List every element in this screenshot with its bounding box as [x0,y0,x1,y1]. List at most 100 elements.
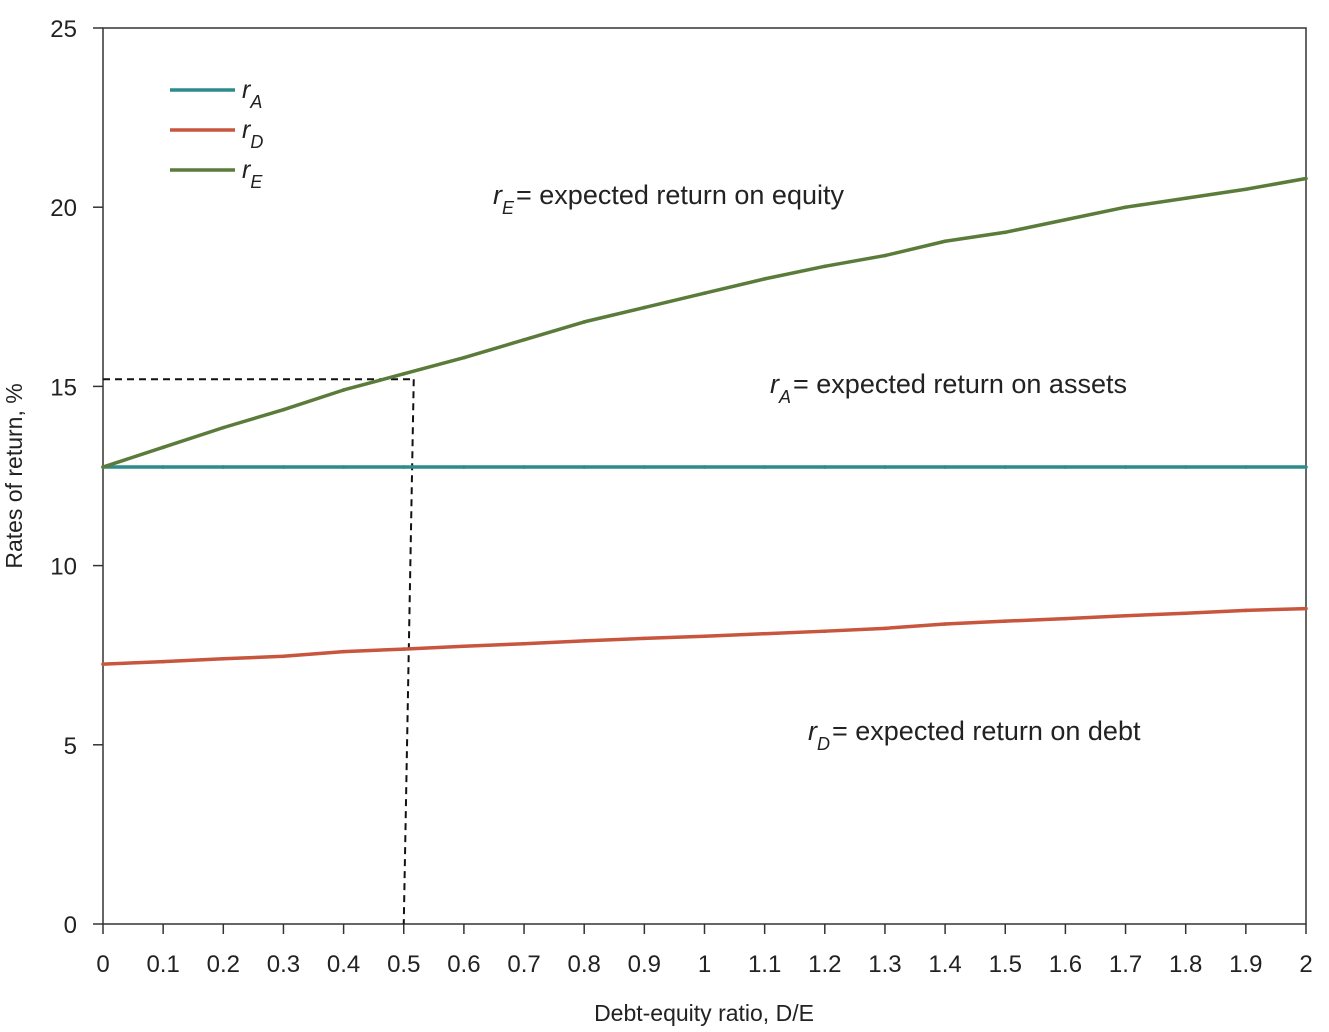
data-point-rD [1183,611,1188,616]
series-layer [101,176,1308,666]
legend-label-rA: rA [242,76,262,112]
data-point-rA [221,465,226,469]
data-point-rD [161,659,165,664]
data-point-rE [221,425,226,430]
x-tick-label: 1 [698,951,711,978]
reference-lines [103,378,415,925]
x-tick-label: 1.8 [1169,951,1202,978]
data-point-rA [281,465,286,469]
data-point-rD [522,641,526,646]
data-point-rA [1244,465,1248,469]
data-point-rE [401,372,406,376]
data-point-rD [823,629,827,633]
x-tick-label: 1.3 [868,951,901,978]
annotation-symbol: r [493,180,503,210]
data-point-rD [642,636,647,641]
legend-label-main: r [242,76,252,104]
data-point-rE [1183,196,1188,201]
data-point-rE [943,239,947,244]
data-point-rD [702,634,707,639]
data-point-rD [762,631,767,636]
x-tick-label: 0.1 [146,951,179,978]
data-point-rA [1063,465,1068,469]
annotation-rE: rE= expected return on equity [493,180,844,218]
x-tick-label: 1.2 [808,951,841,978]
annotation-subscript: D [817,734,830,754]
series-line-rE [102,176,1307,469]
y-tick-label: 20 [50,195,77,222]
x-tick-label: 0 [96,951,109,978]
data-point-rE [1304,176,1308,181]
data-point-rD [1244,608,1248,613]
y-tick-label: 10 [50,554,77,581]
data-point-rA [823,465,827,469]
x-axis-label: Debt-equity ratio, D/E [594,1000,814,1026]
data-point-rE [1063,217,1068,222]
annotation-text: = expected return on assets [793,369,1127,399]
data-point-rA [522,465,526,469]
data-point-rD [1003,619,1008,623]
x-tick-label: 0.9 [628,951,661,978]
data-point-rD [401,647,406,651]
x-tick-label: 0.4 [327,951,360,978]
data-point-rE [642,305,647,310]
y-tick-label: 25 [50,16,77,43]
legend-label-sub: A [249,92,262,112]
data-point-rE [522,338,526,342]
x-tick-label: 0.2 [207,951,240,978]
data-point-rE [883,253,887,258]
data-point-rE [702,291,707,296]
data-point-rE [101,465,105,469]
data-point-rD [883,626,887,631]
data-point-rD [1304,606,1308,611]
data-point-rA [401,465,406,469]
legend-label-main: r [242,116,252,144]
data-point-rA [943,465,947,469]
data-point-rA [642,465,647,469]
data-point-rD [1063,616,1068,621]
data-point-rD [281,654,286,659]
x-tick-label: 2 [1299,951,1312,978]
data-point-rE [161,445,165,450]
data-point-rE [1003,230,1008,235]
x-tick-label: 1.5 [989,951,1022,978]
data-point-rA [883,465,887,469]
data-point-rE [281,407,286,412]
data-point-rE [341,388,346,392]
x-tick-label: 0.6 [447,951,480,978]
data-point-rA [762,465,767,469]
annotation-rA: rA= expected return on assets [770,369,1127,407]
x-tick-label: 1.1 [748,951,781,978]
data-point-rA [161,465,165,469]
legend-label-main: r [242,156,252,184]
x-tick-label: 0.8 [568,951,601,978]
legend-label-rD: rD [242,116,263,152]
data-point-rE [1244,187,1248,192]
x-tick-label: 1.7 [1109,951,1142,978]
data-point-rD [582,639,586,643]
legend-label-rE: rE [242,156,263,192]
x-tick-label: 0.3 [267,951,300,978]
plot-frame [102,27,1307,925]
annotation-symbol: r [770,369,780,399]
legend-label-sub: E [250,172,263,192]
annotation-subscript: E [502,198,515,218]
data-point-rE [762,277,767,281]
data-point-rA [462,465,466,469]
data-point-rE [823,264,827,269]
annotation-rD: rD= expected return on debt [808,716,1141,754]
annotation-text: = expected return on debt [832,716,1141,746]
data-point-rD [943,622,947,626]
data-point-rA [582,465,586,469]
x-tick-label: 0.7 [507,951,540,978]
y-axis-label: Rates of return, % [1,383,27,568]
x-tick-label: 0.5 [387,951,420,978]
y-tick-label: 15 [50,374,77,401]
x-tick-label: 1.6 [1049,951,1082,978]
data-point-rE [462,355,466,360]
data-point-rA [341,465,346,469]
annotation-subscript: A [778,387,791,407]
data-point-rE [582,320,586,324]
